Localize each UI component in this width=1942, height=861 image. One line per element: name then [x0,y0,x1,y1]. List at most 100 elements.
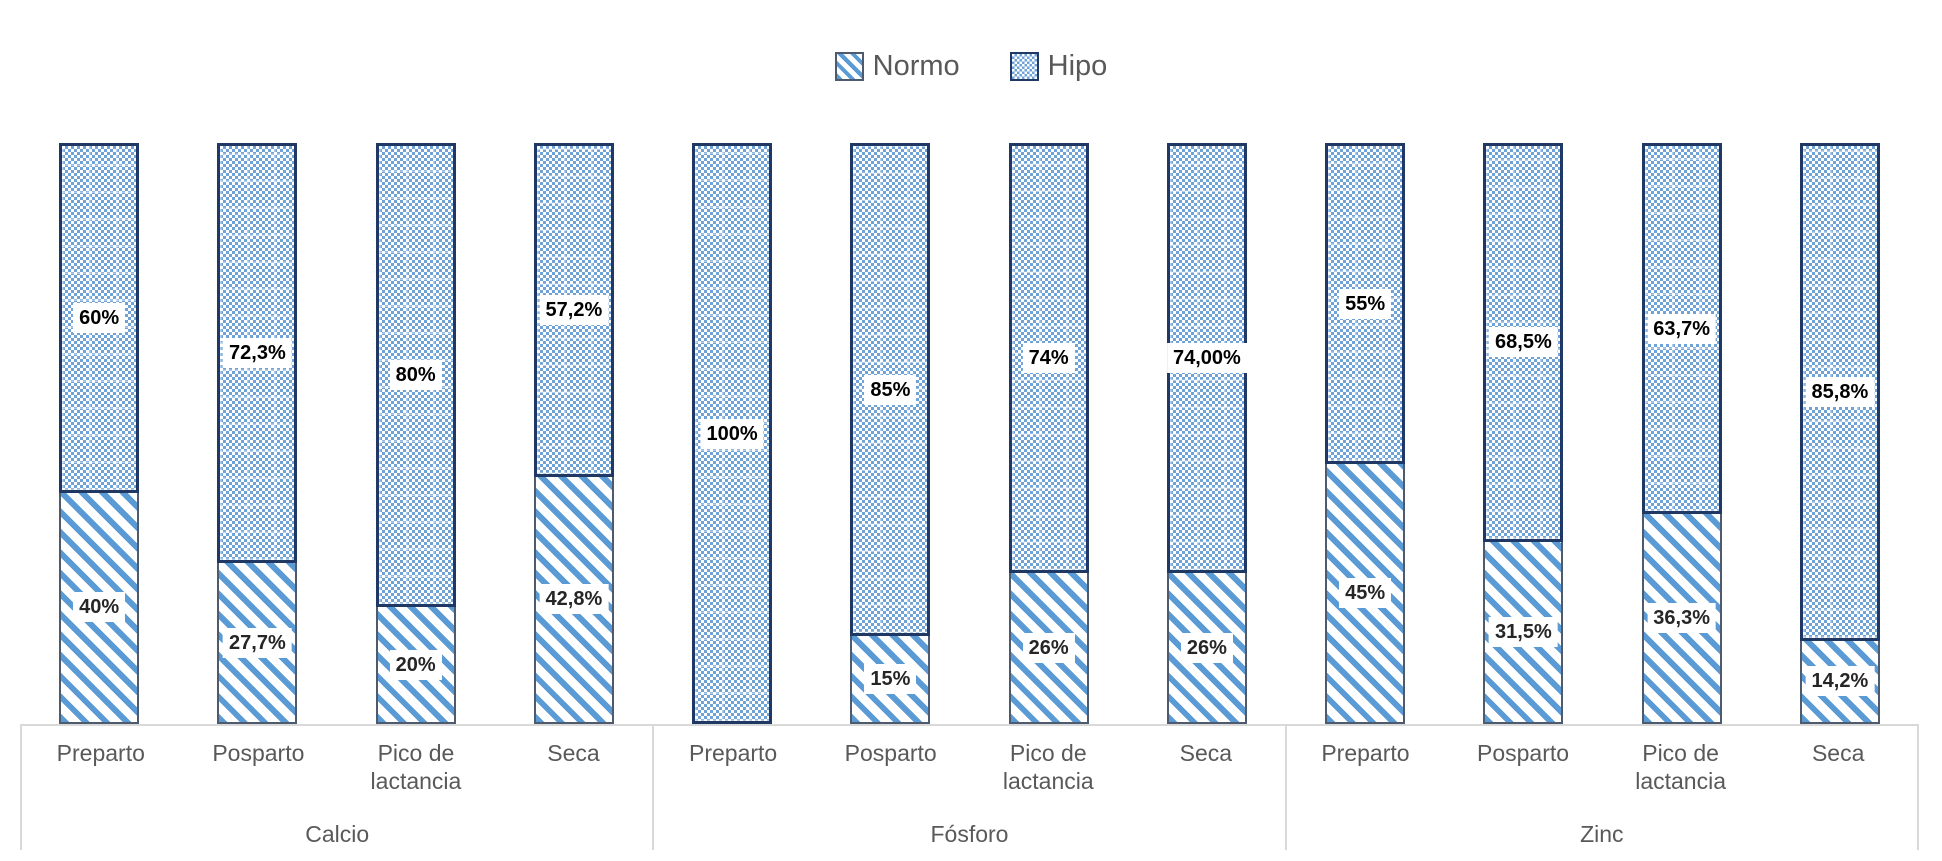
bar-slot: 74,00% 26% [1128,143,1286,724]
data-label-hipo: 68,5% [1489,327,1558,358]
segment-normo: 27,7% [217,563,298,724]
category-label-preparto: Preparto [689,740,778,766]
plot-group-fosforo: 100% 85% 15% 74% 26% 74,00% 26% [653,143,1286,724]
data-label-hipo: 85,8% [1805,376,1875,407]
segment-normo: 20% [375,607,456,724]
legend-item-hipo: Hipo [1009,50,1108,83]
segment-normo: 15% [850,636,931,724]
legend-label-hipo: Hipo [1047,50,1108,82]
data-label-hipo: 60% [73,302,126,333]
bar-zinc-pico-de-lactancia: 63,7% 36,3% [1641,143,1722,724]
data-label-normo: 20% [389,649,442,680]
category-label-posparto: Posparto [212,740,305,766]
bar-slot: 68,5% 31,5% [1444,143,1602,724]
segment-hipo: 63,7% [1641,143,1722,514]
segment-hipo: 85,8% [1799,143,1880,641]
category-axis: Preparto Posparto Pico de lactancia Seca Cal… [20,724,1919,850]
axis-group-fosforo: Preparto Posparto Pico de lactancia Seca Fós… [652,726,1284,850]
category-label-posparto: Posparto [1476,740,1570,766]
data-label-normo: 26% [1022,632,1075,663]
data-label-normo: 27,7% [223,627,292,658]
bar-slot: 100% [653,143,811,724]
bar-fosforo-posparto: 85% 15% [850,143,931,724]
bar-zinc-preparto: 55% 45% [1325,143,1406,724]
bar-slot: 80% 20% [337,143,495,724]
segment-normo: 31,5% [1483,541,1564,724]
segment-hipo: 74% [1008,143,1089,574]
data-label-normo: 26% [1180,632,1233,663]
category-label-seca: Seca [547,740,600,766]
bar-calcio-preparto: 60% 40% [59,143,140,724]
category-label-preparto: Preparto [1321,740,1410,766]
plot-group-zinc: 55% 45% 68,5% 31,5% 63,7% 36,3% 85,8% 14,2% [1286,143,1919,724]
data-label-normo: 42,8% [539,584,609,615]
data-label-hipo: 57,2% [539,294,609,325]
data-label-hipo: 74% [1022,343,1075,373]
hipo-pattern-swatch-icon [1009,52,1039,81]
segment-hipo: 85% [850,143,931,637]
bar-fosforo-preparto: 100% [692,143,773,724]
category-label-row: Preparto Posparto Pico de lactancia Seca [654,726,1284,795]
data-label-hipo: 100% [700,418,764,449]
axis-group-calcio: Preparto Posparto Pico de lactancia Seca Cal… [20,726,652,850]
bar-slot: 63,7% 36,3% [1603,143,1761,724]
normo-pattern-swatch-icon [834,52,864,81]
bar-slot: 85% 15% [811,143,969,724]
plot-group-calcio: 60% 40% 72,3% 27,7% 80% 20% 57,2% 42,8% [20,143,653,724]
legend-item-normo: Normo [834,50,960,83]
group-label-calcio: Calcio [305,821,370,847]
segment-hipo: 100% [692,143,773,724]
data-label-normo: 45% [1339,578,1392,609]
category-label-posparto: Posparto [844,740,937,766]
data-label-normo: 31,5% [1489,616,1558,647]
category-label-pico-de-lactancia: Pico de lactancia [1002,740,1094,794]
category-label-seca: Seca [1811,740,1865,766]
data-label-hipo: 80% [389,360,442,391]
segment-normo: 26% [1008,573,1089,724]
segment-normo: 40% [59,492,140,724]
bar-fosforo-seca: 74,00% 26% [1166,143,1247,724]
category-label-pico-de-lactancia: Pico de lactancia [1635,740,1726,794]
bar-calcio-pico-de-lactancia: 80% 20% [375,143,456,724]
legend: Normo Hipo [0,50,1942,83]
data-label-hipo: 55% [1339,288,1392,319]
category-label-pico-de-lactancia: Pico de lactancia [370,740,462,794]
segment-hipo: 72,3% [217,143,298,564]
data-label-normo: 36,3% [1647,603,1716,633]
segment-normo: 26% [1166,573,1247,724]
category-label-seca: Seca [1179,740,1233,766]
group-label-fosforo: Fósforo [930,821,1009,847]
segment-normo: 36,3% [1641,514,1722,724]
category-label-row: Preparto Posparto Pico de lactancia Seca [22,726,652,795]
bar-slot: 55% 45% [1286,143,1444,724]
data-label-hipo: 63,7% [1647,313,1716,344]
bar-fosforo-pico-de-lactancia: 74% 26% [1008,143,1089,724]
category-label-row: Preparto Posparto Pico de lactancia Seca [1287,726,1917,795]
category-label-preparto: Preparto [56,740,145,766]
segment-normo: 14,2% [1799,640,1880,724]
data-label-hipo: 74,00% [1166,343,1247,373]
bar-calcio-posparto: 72,3% 27,7% [217,143,298,724]
segment-normo: 42,8% [533,476,614,724]
bar-slot: 74% 26% [970,143,1128,724]
data-label-hipo: 72,3% [223,338,292,369]
segment-hipo: 55% [1325,143,1406,465]
legend-label-normo: Normo [872,50,960,82]
data-label-normo: 40% [73,592,126,623]
segment-hipo: 60% [59,143,140,493]
bar-slot: 60% 40% [20,143,178,724]
bar-slot: 72,3% 27,7% [178,143,336,724]
bar-slot: 85,8% 14,2% [1761,143,1919,724]
bar-calcio-seca: 57,2% 42,8% [533,143,614,724]
data-label-normo: 14,2% [1805,666,1875,697]
segment-normo: 45% [1325,464,1406,724]
bar-zinc-posparto: 68,5% 31,5% [1483,143,1564,724]
data-label-hipo: 85% [864,374,917,405]
bar-slot: 57,2% 42,8% [495,143,653,724]
axis-group-zinc: Preparto Posparto Pico de lactancia Seca Zin… [1284,726,1919,850]
segment-hipo: 74,00% [1166,143,1247,574]
group-label-zinc: Zinc [1580,821,1624,847]
data-label-normo: 15% [864,664,917,695]
bar-zinc-seca: 85,8% 14,2% [1799,143,1880,724]
segment-hipo: 68,5% [1483,143,1564,542]
